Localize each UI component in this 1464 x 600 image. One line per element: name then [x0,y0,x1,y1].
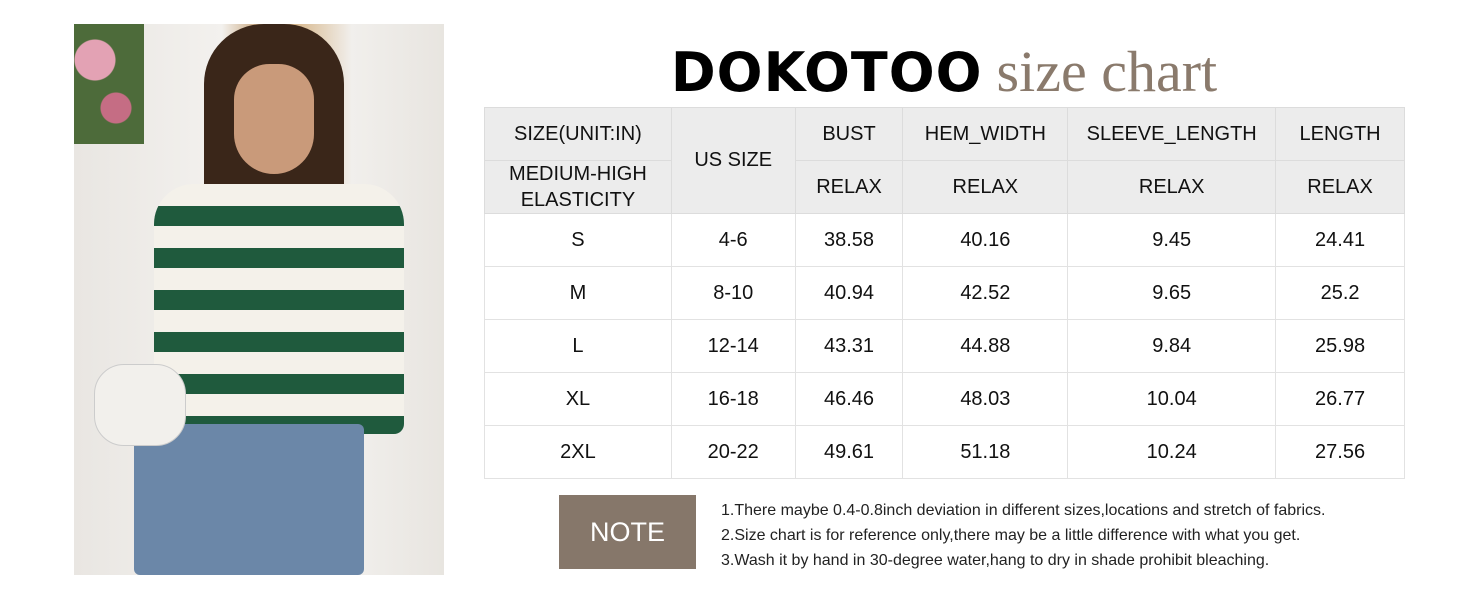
table-cell: 9.45 [1067,213,1277,267]
table-cell: 12-14 [670,319,796,373]
note-line: 3.Wash it by hand in 30-degree water,han… [721,552,1270,569]
table-row: 2XL 20-22 49.61 51.18 10.24 27.56 [484,425,1405,479]
table-cell: 43.31 [794,319,904,373]
table-cell: 10.04 [1067,372,1277,426]
table-cell: 44.88 [902,319,1069,373]
notes-list: 1.There maybe 0.4-0.8inch deviation in d… [721,498,1325,573]
fit-label: RELAX [1275,160,1405,214]
white-bag [94,364,186,446]
table-cell: 20-22 [670,425,796,479]
model-face [234,64,314,174]
note-line: 2.Size chart is for reference only,there… [721,527,1301,544]
striped-tshirt [154,184,404,434]
fit-row: MEDIUM-HIGH ELASTICITY RELAX RELAX RELAX… [484,160,1405,214]
table-cell: 26.77 [1275,372,1405,426]
us-size-header: US SIZE [670,107,796,214]
table-cell: M [484,266,672,320]
table-cell: 9.84 [1067,319,1277,373]
table-cell: 16-18 [670,372,796,426]
model-photo [74,24,444,575]
table-cell: 51.18 [902,425,1069,479]
table-cell: 8-10 [670,266,796,320]
elasticity-header: MEDIUM-HIGH ELASTICITY [484,160,672,214]
fit-label: RELAX [1067,160,1277,214]
table-row: XL 16-18 46.46 48.03 10.04 26.77 [484,372,1405,426]
column-header: BUST [794,107,904,161]
fit-label: RELAX [794,160,904,214]
column-header: HEM_WIDTH [902,107,1069,161]
chart-subtitle: size chart [996,39,1218,104]
table-cell: S [484,213,672,267]
table-row: M 8-10 40.94 42.52 9.65 25.2 [484,266,1405,320]
note-line: 1.There maybe 0.4-0.8inch deviation in d… [721,502,1326,519]
denim-shorts [134,424,364,575]
chart-title: DOKOTOO size chart [484,38,1404,105]
table-cell: 27.56 [1275,425,1405,479]
table-cell: 25.98 [1275,319,1405,373]
table-cell: 38.58 [794,213,904,267]
header-row: SIZE(UNIT:IN) US SIZE BUST HEM_WIDTH SLE… [484,107,1405,214]
size-table: SIZE(UNIT:IN) US SIZE BUST HEM_WIDTH SLE… [484,107,1405,479]
table-cell: 46.46 [794,372,904,426]
table-cell: 42.52 [902,266,1069,320]
fit-label: RELAX [902,160,1069,214]
table-cell: 4-6 [670,213,796,267]
column-header: SLEEVE_LENGTH [1067,107,1277,161]
table-cell: 48.03 [902,372,1069,426]
column-header: LENGTH [1275,107,1405,161]
brand-logo: DOKOTOO [670,41,983,104]
table-cell: 49.61 [794,425,904,479]
table-cell: 25.2 [1275,266,1405,320]
table-row: L 12-14 43.31 44.88 9.84 25.98 [484,319,1405,373]
size-unit-header: SIZE(UNIT:IN) [484,107,672,161]
table-row: S 4-6 38.58 40.16 9.45 24.41 [484,213,1405,267]
note-label: NOTE [559,495,696,569]
table-cell: 24.41 [1275,213,1405,267]
flowers-image [74,24,144,144]
table-cell: 40.94 [794,266,904,320]
table-cell: 10.24 [1067,425,1277,479]
table-cell: XL [484,372,672,426]
table-cell: 9.65 [1067,266,1277,320]
table-cell: 2XL [484,425,672,479]
table-cell: 40.16 [902,213,1069,267]
table-cell: L [484,319,672,373]
